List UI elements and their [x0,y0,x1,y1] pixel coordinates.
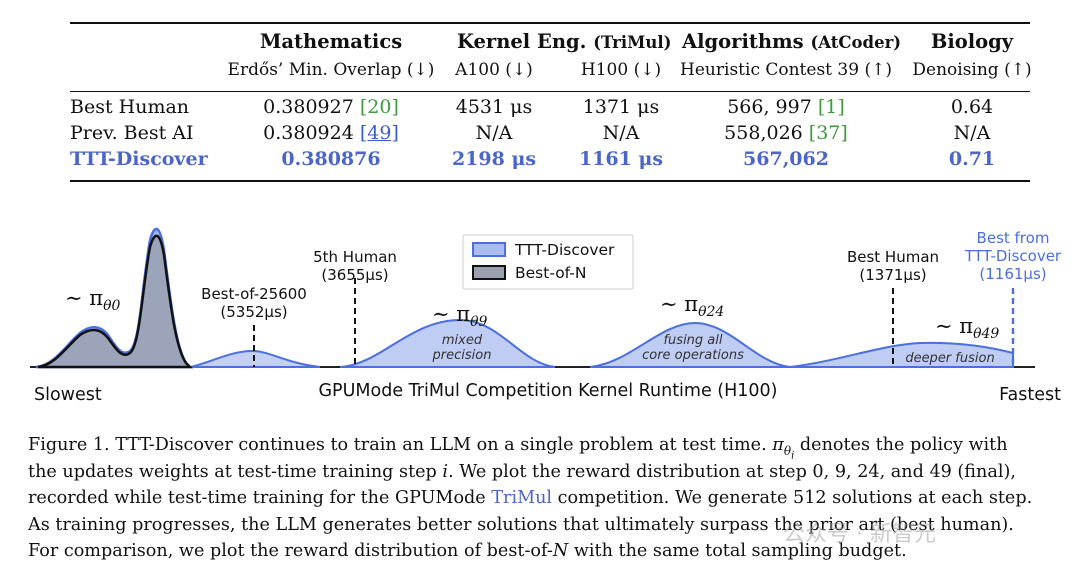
row-a100-ttt: 2198 μs [451,148,537,170]
marker-value-ttt-best: (1161μs) [979,265,1046,283]
row-method: Best Human [70,96,190,118]
annotation-core-ops: core operations [642,348,744,363]
math-value: 0.380927 [263,96,354,118]
policy-label-theta0: ∼ πθ0 [65,286,121,314]
row-method: Prev. Best AI [70,122,194,144]
row-algo: 558,026 [37] [724,122,848,144]
caption-text: the updates weights at test-time trainin… [28,461,443,482]
row-a100: N/A [475,122,513,144]
ttt-distribution-theta24 [589,321,791,368]
annotation-mixed: mixed [442,333,483,348]
distribution-plot: Best-of-25600 (5352μs) 5th Human (3655μs… [30,227,1062,405]
caption-line-1: Figure 1. TTT-Discover continues to trai… [28,432,1078,461]
caption-text: competition. We generate 512 solutions a… [552,488,1033,508]
subheader-erdos: Erdős’ Min. Overlap (↓) [227,60,435,80]
header-algorithms: Algorithms (AtCoder) [682,31,901,54]
results-table: Mathematics Erdős’ Min. Overlap (↓) Kern… [70,0,1032,190]
annotation-precision: precision [432,348,492,363]
marker-label-best-of-25600: Best-of-25600 [201,285,307,303]
row-h100: 1371 μs [582,96,660,118]
marker-label-5th-human: 5th Human [313,248,397,266]
caption-text: with the same total sampling budget. [568,541,907,561]
row-algo: 566, 997 [1] [727,96,845,118]
row-method-ttt: TTT-Discover [70,148,208,170]
caption-text: . We plot the reward distribution at ste… [448,461,1016,482]
algo-value: 566, 997 [727,96,812,118]
policy-subscript: θ49 [973,326,999,342]
marker-label-best-human: Best Human [847,248,939,266]
policy-label-theta24: ∼ πθ24 [660,292,724,320]
marker-label-ttt-best-1: Best from [977,229,1050,247]
legend-swatch-best-of-n [472,265,506,280]
citation-link[interactable]: [49] [359,122,399,144]
caption-line-3: recorded while test-time training for th… [28,485,1078,512]
subheader-denoising: Denoising (↑) [912,60,1032,80]
pi-symbol: πθi [772,435,795,461]
figure-caption: Figure 1. TTT-Discover continues to trai… [28,432,1078,565]
distribution-figure: Best-of-25600 (5352μs) 5th Human (3655μs… [0,195,1080,425]
ttt-distribution-theta49 [789,341,1014,368]
legend-label-ttt: TTT-Discover [514,241,615,259]
row-math-ttt: 0.380876 [281,148,381,170]
table-mid-rule [70,91,1030,92]
header-biology: Biology [930,30,1014,53]
table-top-rule [70,22,1030,24]
policy-subscript: θ24 [698,304,724,320]
subheader-heuristic: Heuristic Contest 39 (↑) [680,60,892,80]
citation-link[interactable]: [1] [817,96,845,118]
header-mathematics: Mathematics [259,30,403,53]
header-kernel-label: Kernel Eng. [457,30,587,53]
caption-text: denotes the policy with [794,435,1008,455]
x-axis-title: GPUMode TriMul Competition Kernel Runtim… [318,381,777,401]
row-algo-ttt: 567,062 [743,148,829,170]
row-math: 0.380924 [49] [263,122,399,144]
citation-link[interactable]: [20] [359,96,399,118]
caption-text: recorded while test-time training for th… [28,488,492,508]
subheader-a100: A100 (↓) [455,60,533,80]
policy-subscript: θ0 [103,298,120,314]
caption-line-4: As training progresses, the LLM generate… [28,514,1014,535]
subheader-h100: H100 (↓) [580,60,662,80]
caption-line-5: For comparison, we plot the reward distr… [28,538,1078,565]
marker-value-best-of-25600: (5352μs) [220,303,287,321]
row-bio: 0.64 [950,96,994,118]
trimul-link[interactable]: TriMul [491,488,553,508]
algo-value: 558,026 [724,122,803,144]
row-math: 0.380927 [20] [263,96,399,118]
annotation-deeper-fusion: deeper fusion [905,351,994,366]
watermark: 公众号 · 新智元 [783,522,936,547]
best-of-n-distribution [37,234,194,369]
policy-label-theta9: ∼ πθ9 [432,302,488,330]
legend: TTT-Discover Best-of-N [462,234,634,290]
header-algorithms-paren: (AtCoder) [810,33,902,52]
header-kernel: Kernel Eng. (TriMul) [457,31,671,54]
row-bio: N/A [953,122,991,144]
annotation-fusing: fusing all [663,333,722,348]
caption-line-2: the updates weights at test-time trainin… [28,459,1078,486]
x-axis-left-label: Slowest [34,385,102,405]
table-bottom-rule [70,180,1030,182]
legend-swatch-ttt [472,242,506,257]
row-h100-ttt: 1161 μs [578,148,664,170]
legend-label-best-of-n: Best-of-N [515,264,586,282]
ttt-distribution-theta9 [339,318,556,368]
citation-link[interactable]: [37] [808,122,848,144]
marker-value-5th-human: (3655μs) [321,266,388,284]
row-a100: 4531 μs [455,96,533,118]
step-symbol: i [442,461,449,482]
n-symbol: N [552,541,569,561]
caption-text: For comparison, we plot the reward distr… [28,541,553,561]
policy-subscript: θ9 [470,314,487,330]
marker-label-ttt-best-2: TTT-Discover [964,247,1062,265]
x-axis-right-label: Fastest [999,385,1061,405]
header-algorithms-label: Algorithms [682,30,804,53]
marker-value-best-human: (1371μs) [859,266,926,284]
row-h100: N/A [602,122,640,144]
policy-label-theta49: ∼ πθ49 [935,314,999,342]
header-kernel-paren: (TriMul) [593,33,672,52]
caption-text: Figure 1. TTT-Discover continues to trai… [28,435,773,455]
row-bio-ttt: 0.71 [948,148,996,170]
math-value: 0.380924 [263,122,354,144]
